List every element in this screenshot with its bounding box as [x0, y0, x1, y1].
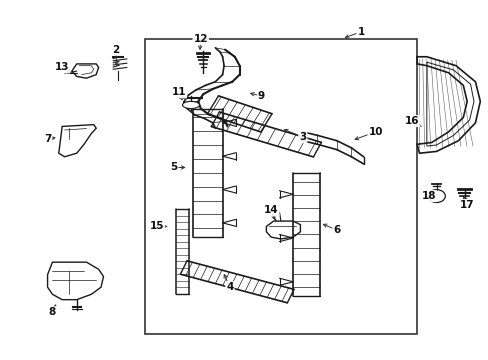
Text: 16: 16 — [404, 116, 419, 126]
Text: 6: 6 — [333, 225, 340, 235]
Text: 18: 18 — [421, 191, 436, 201]
Text: 9: 9 — [258, 91, 264, 101]
Text: 15: 15 — [149, 221, 164, 231]
Bar — [144, 39, 416, 334]
Text: 11: 11 — [171, 87, 186, 98]
Text: 14: 14 — [264, 205, 278, 215]
Text: 3: 3 — [299, 132, 306, 142]
Text: 5: 5 — [170, 162, 177, 172]
Ellipse shape — [182, 102, 199, 109]
Text: 10: 10 — [368, 127, 382, 137]
Text: 2: 2 — [112, 45, 119, 55]
Circle shape — [427, 190, 445, 203]
Text: 12: 12 — [193, 34, 207, 44]
Text: 7: 7 — [44, 134, 51, 144]
Text: 1: 1 — [357, 27, 364, 37]
Text: 8: 8 — [49, 307, 56, 317]
Text: 4: 4 — [226, 282, 233, 292]
Text: 13: 13 — [55, 63, 69, 72]
Text: 17: 17 — [459, 200, 473, 210]
